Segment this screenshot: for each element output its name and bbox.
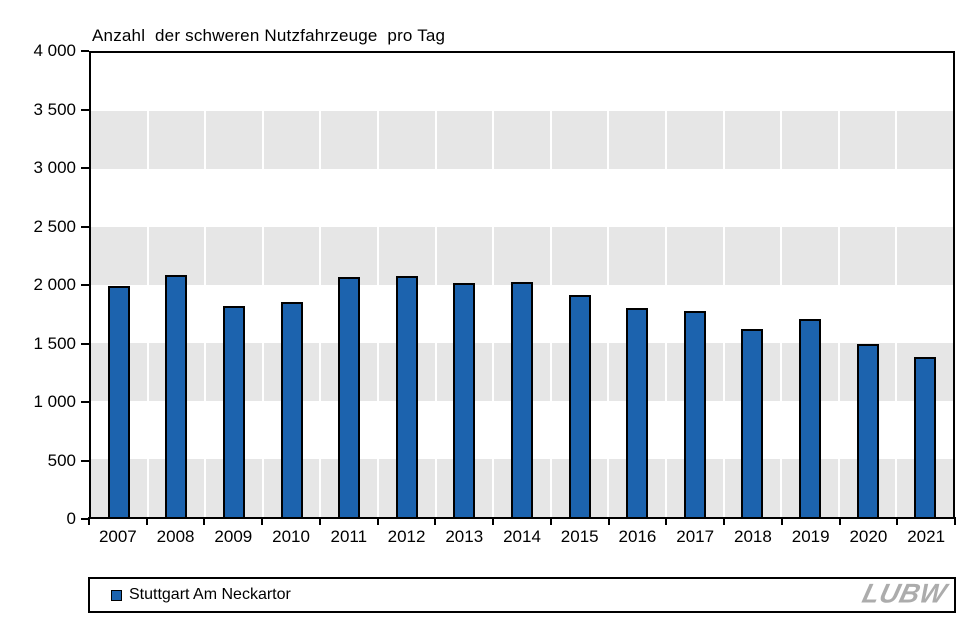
bar-2021 xyxy=(914,356,937,517)
category-slot-2008 xyxy=(149,53,207,517)
chart-title: Anzahl der schweren Nutzfahrzeuge pro Ta… xyxy=(92,26,446,45)
x-tick-label-2010: 2010 xyxy=(272,527,310,546)
bar-2011 xyxy=(338,276,361,517)
x-tick-mark xyxy=(780,517,783,525)
bar-2009 xyxy=(222,305,245,517)
y-tick-mark xyxy=(81,284,89,286)
x-tick-label-2016: 2016 xyxy=(618,527,657,546)
y-tick-label: 2 000 xyxy=(33,275,76,294)
y-tick-mark xyxy=(81,167,89,169)
bar-2020 xyxy=(856,344,879,517)
x-tick-mark xyxy=(145,517,148,525)
x-tick-label-2019: 2019 xyxy=(791,527,830,546)
bar-2013 xyxy=(453,282,476,517)
x-tick-label-2011: 2011 xyxy=(330,527,368,546)
bar-2018 xyxy=(741,329,764,517)
legend-item: Stuttgart Am Neckartor xyxy=(111,586,291,604)
category-slot-2018 xyxy=(725,53,783,517)
x-tick-label-2017: 2017 xyxy=(676,527,715,546)
x-tick-label-2018: 2018 xyxy=(734,527,772,546)
y-tick-mark xyxy=(81,108,89,111)
category-slot-2019 xyxy=(782,53,840,517)
y-tick-mark xyxy=(81,401,89,403)
x-tick-mark xyxy=(549,517,552,525)
y-tick-label: 3 500 xyxy=(33,99,76,119)
x-tick-mark xyxy=(261,517,264,525)
y-tick-label: 2 500 xyxy=(33,216,76,236)
x-tick-mark xyxy=(954,517,956,525)
legend-item-label: Stuttgart Am Neckartor xyxy=(129,586,291,603)
x-tick-mark xyxy=(376,517,379,525)
bar-2010 xyxy=(280,302,303,517)
lubw-logo: LUBW xyxy=(859,578,950,609)
legend-marker-icon xyxy=(111,589,122,601)
x-tick-label-2020: 2020 xyxy=(849,527,888,546)
y-tick-label: 4 000 xyxy=(33,41,76,60)
x-tick-mark xyxy=(492,517,495,525)
category-slot-2013 xyxy=(437,53,495,517)
category-slot-2021 xyxy=(897,53,953,517)
x-tick-mark xyxy=(896,517,899,525)
category-slot-2011 xyxy=(321,53,379,517)
category-slot-2017 xyxy=(667,53,725,517)
x-tick-mark xyxy=(203,517,206,525)
category-slot-2014 xyxy=(494,53,552,517)
x-tick-label-2008: 2008 xyxy=(156,527,195,546)
x-tick-mark xyxy=(88,517,90,525)
bar-2014 xyxy=(510,281,533,517)
x-tick-label-2007: 2007 xyxy=(98,527,137,546)
plot-area xyxy=(89,51,955,519)
x-tick-mark xyxy=(318,517,321,525)
bar-2008 xyxy=(165,274,188,517)
x-axis-labels: 2007 2008 2009 2010 2011 2012 2013 2014 2015 2016… xyxy=(89,527,955,549)
y-tick-mark xyxy=(81,342,89,345)
x-tick-label-2014: 2014 xyxy=(503,527,541,546)
y-tick-mark xyxy=(81,50,89,52)
y-tick-label: 1 500 xyxy=(33,333,76,353)
category-slot-2012 xyxy=(379,53,437,517)
category-slot-2010 xyxy=(264,53,322,517)
y-tick-mark xyxy=(81,225,89,228)
y-axis-labels: 4 000 3 500 3 000 2 500 2 000 1 500 1 000 500 0 xyxy=(0,41,76,528)
x-tick-mark xyxy=(665,517,668,525)
x-tick-label-2013: 2013 xyxy=(445,527,484,546)
category-slot-2020 xyxy=(840,53,898,517)
y-tick-label: 3 000 xyxy=(33,158,76,177)
legend: Stuttgart Am Neckartor LUBW xyxy=(88,577,956,613)
y-tick-mark xyxy=(81,459,89,462)
x-tick-mark xyxy=(607,517,610,525)
x-tick-mark xyxy=(723,517,726,525)
y-tick-mark xyxy=(81,518,89,520)
y-axis-ticks xyxy=(81,50,89,520)
y-tick-label: 500 xyxy=(47,450,76,470)
bar-2012 xyxy=(395,275,418,517)
bar-2016 xyxy=(626,308,649,517)
x-tick-label-2009: 2009 xyxy=(214,527,253,546)
bar-slots xyxy=(91,53,953,517)
x-axis-ticks xyxy=(88,517,956,525)
y-tick-label: 1 000 xyxy=(33,392,76,411)
category-slot-2007 xyxy=(91,53,149,517)
bar-2017 xyxy=(683,310,706,517)
category-slot-2015 xyxy=(552,53,610,517)
category-slot-2016 xyxy=(609,53,667,517)
x-tick-mark xyxy=(838,517,841,525)
x-tick-label-2021: 2021 xyxy=(907,527,946,546)
bar-2019 xyxy=(798,318,821,517)
bar-2015 xyxy=(568,295,591,517)
x-tick-mark xyxy=(434,517,437,525)
bar-2007 xyxy=(107,286,130,517)
y-tick-label: 0 xyxy=(66,509,76,528)
x-tick-label-2012: 2012 xyxy=(387,527,426,546)
category-slot-2009 xyxy=(206,53,264,517)
x-tick-label-2015: 2015 xyxy=(560,527,599,546)
